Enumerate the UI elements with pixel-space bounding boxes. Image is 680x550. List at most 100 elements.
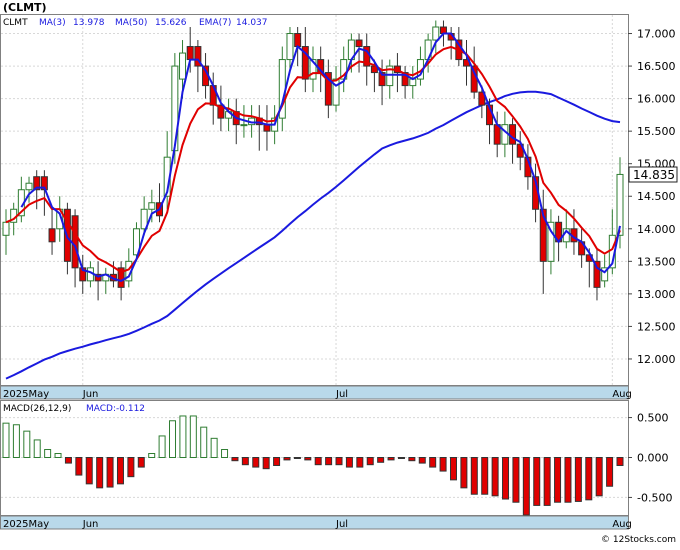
ma50-line bbox=[5, 90, 621, 380]
macd-bar bbox=[148, 453, 156, 459]
macd-grid bbox=[1, 417, 628, 498]
candle-body bbox=[94, 273, 102, 282]
x-tick-label: Jul bbox=[335, 389, 348, 400]
y-tick-label: 12.000 bbox=[637, 353, 676, 366]
date-axis-labels: 2025May Jun Jul Aug bbox=[3, 389, 632, 400]
macd-bar bbox=[377, 457, 385, 463]
ticker-label: CLMT bbox=[3, 18, 28, 28]
candle-body bbox=[286, 33, 294, 61]
candle-body bbox=[478, 91, 486, 106]
macd-bar bbox=[54, 453, 62, 459]
macd-y-axis: 0.500 0.000 -0.500 bbox=[628, 412, 672, 504]
macd-bar bbox=[449, 457, 457, 481]
last-price-marker: 14.835 bbox=[628, 166, 678, 183]
y-tick-label: 12.500 bbox=[637, 320, 676, 333]
date-axis-band bbox=[0, 385, 629, 400]
ema7-path bbox=[5, 45, 621, 274]
macd-bar bbox=[522, 457, 530, 516]
macd-bar bbox=[387, 457, 395, 461]
x-tick-label: 2025May bbox=[3, 519, 49, 530]
candle-body bbox=[539, 208, 547, 262]
macd-bar bbox=[502, 457, 510, 500]
macd-bar bbox=[470, 457, 478, 495]
macd-bar bbox=[418, 457, 426, 464]
last-price-label: 14.835 bbox=[633, 168, 675, 182]
candle-body bbox=[132, 228, 140, 256]
macd-bar bbox=[554, 457, 562, 503]
macd-bar bbox=[12, 424, 20, 459]
date-axis-labels-lower: 2025May Jun Jul Aug bbox=[3, 519, 632, 530]
macd-bar bbox=[262, 457, 270, 470]
macd-tick-label: 0.000 bbox=[637, 452, 669, 465]
macd-bar bbox=[44, 449, 52, 458]
price-y-axis: 12.00012.50013.00013.50014.00014.50015.0… bbox=[628, 28, 676, 366]
macd-bar bbox=[210, 437, 218, 459]
candle-body bbox=[48, 228, 56, 243]
macd-bar bbox=[574, 457, 582, 502]
macd-bar bbox=[273, 457, 281, 466]
candle-body bbox=[324, 72, 332, 106]
macd-bar bbox=[606, 457, 614, 487]
macd-bar bbox=[356, 457, 364, 468]
x-tick-label: Jul bbox=[335, 519, 348, 530]
candlesticks bbox=[2, 20, 624, 301]
x-tick-label: 2025May bbox=[3, 389, 49, 400]
candle-body bbox=[432, 26, 440, 41]
macd-bar bbox=[85, 457, 93, 485]
macd-bar bbox=[304, 457, 312, 461]
candle-body bbox=[501, 124, 509, 145]
macd-bar bbox=[158, 435, 166, 458]
macd-bar bbox=[116, 457, 124, 485]
macd-bar bbox=[96, 457, 104, 489]
candle-body bbox=[547, 221, 555, 262]
candle-body bbox=[179, 52, 187, 80]
ma3-line bbox=[20, 32, 621, 282]
ema7-value: 14.037 bbox=[236, 18, 268, 28]
date-axis-band-lower bbox=[0, 515, 629, 530]
candle-body bbox=[355, 39, 363, 48]
macd-bar bbox=[200, 426, 208, 458]
candle-body bbox=[309, 59, 317, 80]
candle-body bbox=[140, 208, 148, 230]
macd-bar bbox=[429, 457, 437, 468]
candle-body bbox=[593, 260, 601, 288]
macd-histogram bbox=[2, 415, 624, 516]
macd-bar bbox=[64, 457, 72, 464]
macd-bar bbox=[439, 457, 447, 472]
macd-bar bbox=[408, 457, 416, 462]
macd-bar bbox=[616, 457, 624, 466]
x-tick-label: Aug bbox=[612, 519, 632, 530]
y-tick-label: 13.500 bbox=[637, 255, 676, 268]
y-tick-label: 13.000 bbox=[637, 288, 676, 301]
candle-body bbox=[378, 72, 386, 87]
macd-bar bbox=[189, 415, 197, 459]
ma3-label: MA(3) bbox=[39, 18, 66, 28]
y-tick-label: 15.500 bbox=[637, 125, 676, 138]
candle-body bbox=[33, 176, 41, 191]
macd-bar bbox=[460, 457, 468, 489]
macd-bar bbox=[345, 457, 353, 468]
macd-bar bbox=[533, 457, 541, 506]
ma3-value: 13.978 bbox=[73, 18, 105, 28]
macd-bar bbox=[169, 420, 177, 458]
x-tick-label: Jun bbox=[82, 389, 99, 400]
macd-bar bbox=[283, 457, 291, 461]
y-tick-label: 17.000 bbox=[637, 28, 676, 41]
candle-body bbox=[616, 173, 624, 236]
macd-bar bbox=[231, 457, 239, 462]
candle-body bbox=[294, 33, 302, 48]
macd-bar bbox=[325, 457, 333, 466]
candle-body bbox=[186, 46, 194, 61]
macd-bar bbox=[564, 457, 572, 503]
macd-bar bbox=[127, 457, 135, 478]
candle-body bbox=[401, 72, 409, 87]
candle-body bbox=[71, 215, 79, 269]
ma50-value: 15.626 bbox=[155, 18, 187, 28]
macd-bar bbox=[106, 457, 114, 488]
watermark: © 12Stocks.com bbox=[601, 535, 676, 545]
candle-body bbox=[148, 202, 156, 210]
ema7-label: EMA(7) bbox=[199, 18, 231, 28]
macd-title: MACD(26,12,9) bbox=[3, 404, 71, 414]
